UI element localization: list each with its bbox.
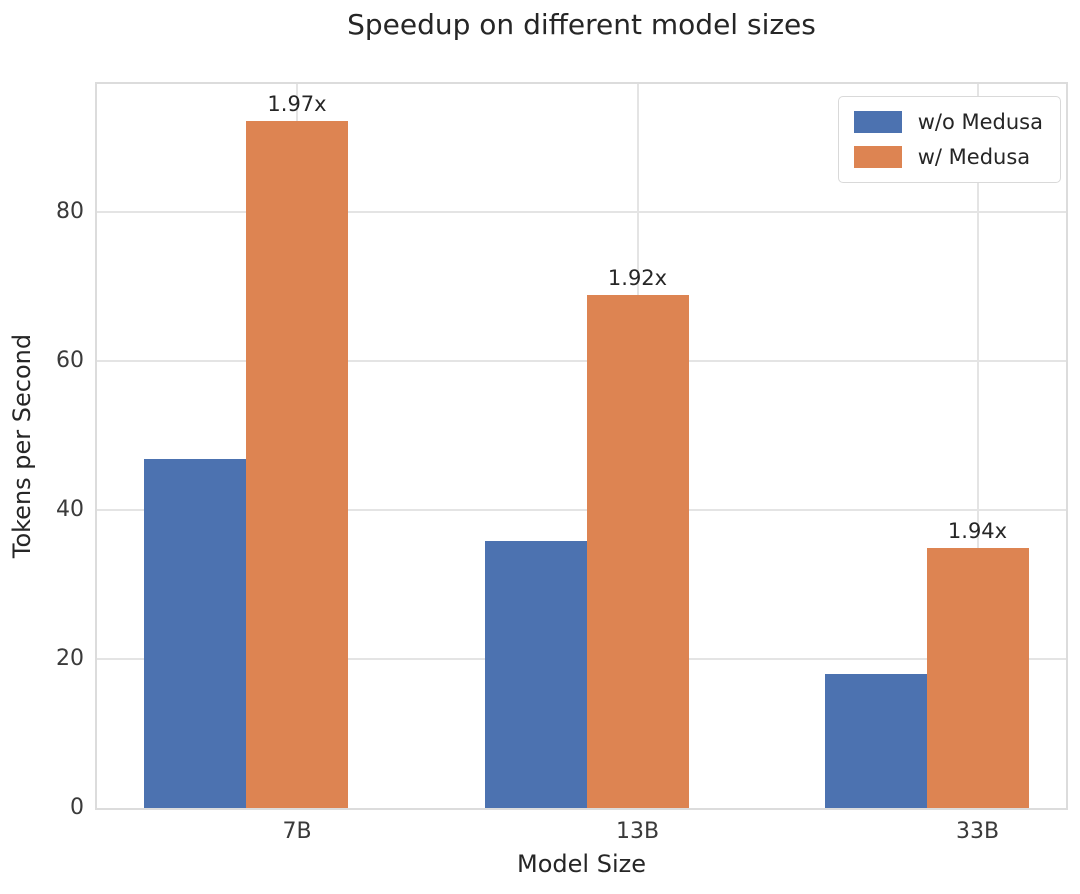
legend-swatch-blue [853,111,902,133]
y-tick-label: 0 [70,795,84,820]
bar-annotation: 1.92x [607,265,668,290]
legend: w/o Medusa w/ Medusa [837,96,1061,183]
y-tick-label: 20 [56,646,84,672]
legend-swatch-orange [853,146,902,168]
x-tick-label: 13B [615,819,660,844]
legend-entry: w/ Medusa [853,145,1043,169]
bar-w-medusa [586,294,689,808]
legend-label: w/o Medusa [917,110,1043,134]
h-gridline [97,360,1066,363]
bar-w-medusa [246,121,348,808]
bar-w-o-medusa [824,673,927,808]
legend-entry: w/o Medusa [853,110,1043,134]
x-tick-label: 33B [955,819,1000,844]
y-tick-label: 80 [56,199,84,225]
x-axis-label: Model Size [517,850,646,878]
y-tick-label: 40 [56,497,84,523]
legend-label: w/ Medusa [917,145,1031,169]
h-gridline [97,509,1066,512]
bar-w-medusa [926,548,1029,808]
h-gridline [97,211,1066,214]
bar-w-o-medusa [144,459,246,808]
v-gridline [976,84,979,808]
y-tick-label: 60 [56,348,84,374]
bar-annotation: 1.97x [267,92,327,117]
bar-annotation: 1.94x [947,519,1008,544]
plot-area: w/o Medusa w/ Medusa 1.97x 1.92x 1.94x [95,82,1068,810]
bar-w-o-medusa [484,540,587,808]
x-tick-label: 7B [282,819,312,844]
chart-title: Speedup on different model sizes [347,8,816,41]
